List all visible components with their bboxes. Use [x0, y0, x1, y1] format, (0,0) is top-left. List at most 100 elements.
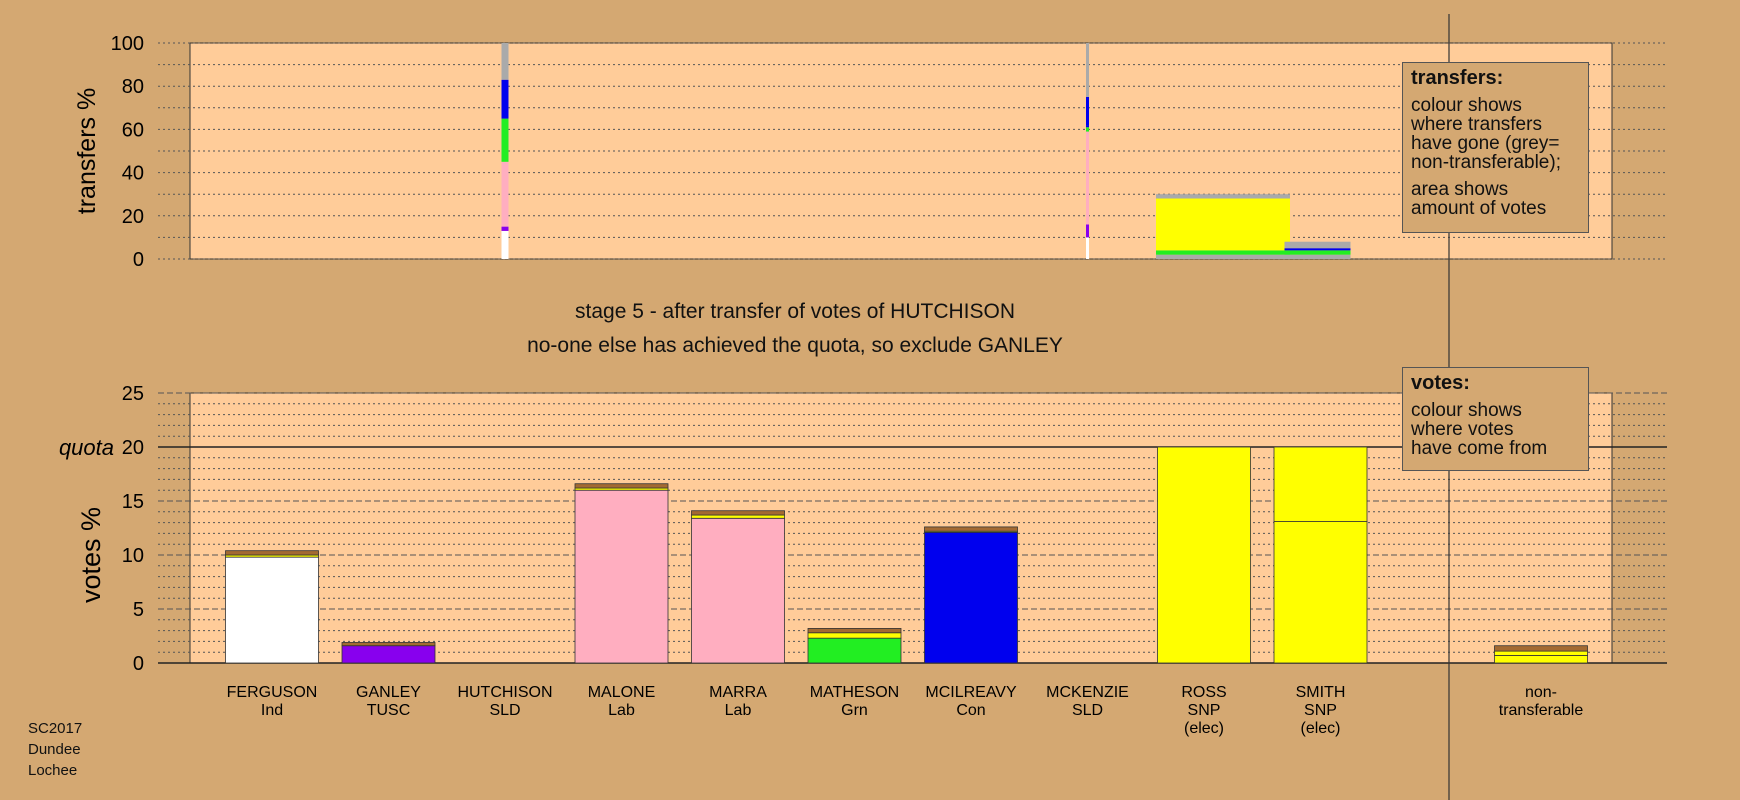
transfers-axis-label: transfers %: [73, 88, 101, 214]
footer-ward: Lochee: [28, 762, 78, 779]
transfers-tick-label: 20: [122, 206, 144, 228]
candidate-party-ferguson: Ind: [261, 702, 283, 719]
bar-ganley-segment: [341, 642, 436, 647]
transfers-tick-label: 100: [111, 33, 144, 55]
votes-legend-line: have come from: [1411, 438, 1548, 459]
votes-tick-label: 20: [122, 437, 144, 459]
bar-marra-segment: [691, 510, 785, 516]
transfer-segment-mckenzie: [1086, 125, 1089, 128]
nontransferable-label: non-: [1525, 684, 1557, 701]
transfer-segment-hutchison: [501, 118, 509, 162]
candidate-party-malone: Lab: [608, 702, 635, 719]
bar-mcilreavy-segment: [924, 526, 1018, 532]
candidate-party-ganley: TUSC: [367, 702, 411, 719]
transfer-segment-hutchison: [501, 230, 509, 259]
transfer-segment-smith: [1284, 241, 1351, 249]
bar-matheson-segment: [807, 637, 902, 664]
bar-nontransferable-segment: [1494, 655, 1588, 664]
transfer-segment-mckenzie: [1086, 127, 1089, 132]
transfer-segment-mckenzie: [1086, 97, 1089, 126]
bar-malone-segment: [574, 483, 669, 489]
transfer-segment-hutchison: [501, 226, 509, 231]
candidate-name-ferguson: FERGUSON: [227, 684, 318, 701]
transfer-segment-smith: [1284, 250, 1351, 255]
footer-council: Dundee: [28, 741, 81, 758]
bar-matheson-segment: [807, 632, 902, 639]
transfers-tick-label: 80: [122, 76, 144, 98]
transfers-legend-line: area shows: [1411, 179, 1509, 200]
bar-ferguson-segment: [225, 556, 319, 664]
candidate-party-ross: SNP: [1188, 702, 1221, 719]
transfers-legend-title: transfers:: [1411, 67, 1504, 89]
candidate-party-hutchison: SLD: [489, 702, 520, 719]
votes-tick-label: 15: [122, 491, 144, 513]
candidate-party-marra: Lab: [725, 702, 752, 719]
candidate-name-marra: MARRA: [709, 684, 767, 701]
transfer-segment-ross: [1156, 254, 1290, 259]
transfer-segment-ross: [1156, 194, 1290, 199]
candidate-name-ganley: GANLEY: [356, 684, 421, 701]
votes-legend: votes: colour shows where votes have com…: [1402, 367, 1589, 471]
transfers-tick-label: 0: [133, 249, 144, 271]
bar-mcilreavy-segment: [924, 531, 1018, 664]
candidate-party-smith: SNP: [1304, 702, 1337, 719]
candidate-name-smith: SMITH: [1296, 684, 1346, 701]
transfer-segment-mckenzie: [1086, 43, 1089, 97]
bar-marra-segment: [691, 514, 785, 519]
candidate-party-matheson: Grn: [841, 702, 868, 719]
bar-malone-segment: [574, 489, 669, 664]
exclude-caption: no-one else has achieved the quota, so e…: [527, 334, 1063, 357]
transfer-segment-mckenzie: [1086, 224, 1089, 238]
candidate-party-mcilreavy: Con: [956, 702, 985, 719]
bar-ganley-segment: [341, 645, 436, 664]
transfers-legend-line: amount of votes: [1411, 198, 1547, 219]
bar-ferguson-segment: [225, 550, 319, 556]
bar-marra-segment: [691, 517, 785, 664]
bar-nontransferable-segment: [1494, 650, 1588, 656]
votes-plot-area: [189, 392, 1613, 664]
bar-nontransferable-segment: [1494, 645, 1588, 652]
votes-tick-label: 25: [122, 383, 144, 405]
transfer-segment-smith: [1284, 254, 1351, 259]
candidate-name-mckenzie: MCKENZIE: [1046, 684, 1129, 701]
votes-legend-line: colour shows: [1411, 400, 1522, 421]
candidate-name-ross: ROSS: [1181, 684, 1226, 701]
quota-label: quota: [59, 435, 114, 460]
transfer-segment-mckenzie: [1086, 131, 1089, 225]
transfer-segment-hutchison: [501, 79, 509, 119]
votes-axis-label: votes %: [76, 507, 106, 603]
candidate-name-matheson: MATHESON: [810, 684, 899, 701]
bar-smith-segment: [1273, 446, 1368, 522]
bar-matheson-segment: [807, 628, 902, 634]
footer-year: SC2017: [28, 720, 83, 737]
transfers-legend-line: colour shows: [1411, 95, 1522, 116]
transfers-tick-label: 40: [122, 163, 144, 185]
transfer-segment-ross: [1156, 250, 1290, 255]
votes-tick-label: 10: [122, 545, 144, 567]
votes-tick-label: 0: [133, 653, 144, 675]
bar-ross-segment: [1157, 446, 1251, 664]
transfers-legend: transfers: colour shows where transfers …: [1402, 62, 1589, 233]
transfer-segment-hutchison: [501, 43, 509, 80]
candidate-party-mckenzie: SLD: [1072, 702, 1103, 719]
transfer-segment-ross: [1156, 198, 1290, 251]
candidate-status-ross: (elec): [1184, 720, 1224, 737]
votes-legend-line: where votes: [1411, 419, 1514, 440]
transfer-segment-mckenzie: [1086, 237, 1089, 259]
transfer-segment-smith: [1284, 248, 1351, 251]
candidate-name-malone: MALONE: [588, 684, 656, 701]
transfer-segment-hutchison: [501, 161, 509, 227]
votes-legend-title: votes:: [1411, 372, 1470, 394]
transfers-legend-line: have gone (grey=: [1411, 133, 1560, 154]
transfers-legend-line: where transfers: [1411, 114, 1542, 135]
candidate-name-mcilreavy: MCILREAVY: [925, 684, 1017, 701]
nontransferable-label: transferable: [1499, 702, 1584, 719]
bar-smith-segment: [1273, 521, 1368, 664]
stage-caption: stage 5 - after transfer of votes of HUT…: [575, 300, 1015, 323]
transfers-legend-line: non-transferable);: [1411, 152, 1561, 173]
transfers-tick-label: 60: [122, 119, 144, 141]
candidate-name-hutchison: HUTCHISON: [457, 684, 552, 701]
candidate-status-smith: (elec): [1300, 720, 1340, 737]
